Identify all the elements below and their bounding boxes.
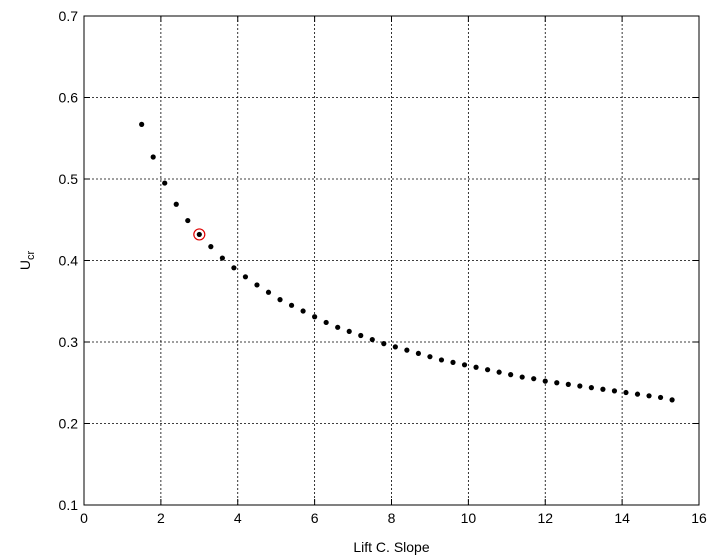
data-point bbox=[288, 302, 295, 308]
highlight-ring bbox=[193, 228, 206, 241]
data-point bbox=[669, 397, 675, 403]
data-point bbox=[150, 154, 156, 160]
x-tick-labels: 0 2 4 6 8 10 12 14 16 bbox=[80, 510, 707, 526]
data-point bbox=[173, 201, 179, 207]
data-point bbox=[265, 289, 272, 295]
data-point bbox=[381, 341, 387, 347]
y-tick-label: 0.7 bbox=[59, 8, 79, 24]
data-point bbox=[634, 391, 641, 397]
data-point bbox=[623, 389, 629, 396]
data-points bbox=[139, 121, 675, 403]
data-point bbox=[473, 364, 479, 370]
y-tick-label: 0.6 bbox=[59, 90, 79, 106]
data-point bbox=[531, 376, 537, 382]
data-point bbox=[358, 332, 364, 339]
plot-frame bbox=[83, 15, 700, 506]
data-point bbox=[461, 362, 468, 368]
data-point bbox=[565, 381, 571, 387]
data-point bbox=[300, 308, 306, 314]
x-tick-label: 4 bbox=[234, 510, 242, 526]
data-point bbox=[196, 231, 202, 238]
data-point bbox=[484, 367, 491, 373]
data-point bbox=[208, 244, 214, 250]
x-axis-label: Lift C. Slope bbox=[353, 539, 429, 555]
data-point bbox=[277, 297, 283, 303]
y-tick-label: 0.2 bbox=[59, 416, 79, 432]
data-point bbox=[600, 386, 606, 392]
data-point bbox=[611, 388, 618, 394]
data-point bbox=[657, 394, 664, 401]
y-axis-label: Ucr bbox=[17, 251, 37, 271]
data-point bbox=[450, 359, 456, 365]
y-axis-label-sub: cr bbox=[25, 251, 37, 261]
y-tick-label: 0.4 bbox=[59, 253, 79, 269]
data-point bbox=[185, 217, 191, 224]
y-axis-label-main: U bbox=[17, 260, 33, 270]
data-point bbox=[404, 347, 410, 353]
data-point bbox=[496, 369, 502, 375]
data-point bbox=[577, 383, 583, 389]
x-tick-label: 8 bbox=[388, 510, 396, 526]
data-point bbox=[335, 324, 341, 330]
x-tick-label: 14 bbox=[614, 510, 630, 526]
x-tick-label: 10 bbox=[461, 510, 477, 526]
data-point bbox=[312, 314, 318, 320]
data-point bbox=[646, 393, 652, 399]
data-point bbox=[219, 255, 225, 261]
data-point bbox=[162, 180, 168, 186]
data-point bbox=[139, 121, 145, 127]
data-point bbox=[346, 328, 352, 335]
data-point bbox=[542, 378, 548, 384]
data-point bbox=[519, 374, 525, 380]
x-tick-label: 16 bbox=[691, 510, 707, 526]
grid-lines bbox=[84, 16, 699, 505]
data-point bbox=[427, 354, 433, 360]
data-point bbox=[242, 274, 249, 280]
data-point bbox=[554, 380, 560, 386]
x-tick-label: 2 bbox=[157, 510, 165, 526]
y-tick-label: 0.5 bbox=[59, 171, 79, 187]
data-point bbox=[438, 357, 445, 363]
x-tick-label: 6 bbox=[311, 510, 319, 526]
data-point bbox=[392, 344, 398, 350]
x-tick-label: 12 bbox=[537, 510, 553, 526]
data-point bbox=[323, 319, 329, 326]
highlight-marker bbox=[193, 228, 206, 241]
y-tick-label: 0.1 bbox=[59, 497, 79, 513]
data-point bbox=[508, 372, 514, 378]
data-point bbox=[415, 350, 422, 357]
data-point bbox=[369, 336, 375, 343]
x-tick-label: 0 bbox=[80, 510, 88, 526]
data-point bbox=[588, 385, 594, 391]
data-point bbox=[231, 265, 237, 271]
y-tick-label: 0.3 bbox=[59, 334, 79, 350]
y-tick-labels: 0.1 0.2 0.3 0.4 0.5 0.6 0.7 bbox=[59, 8, 79, 513]
data-point bbox=[254, 282, 260, 288]
